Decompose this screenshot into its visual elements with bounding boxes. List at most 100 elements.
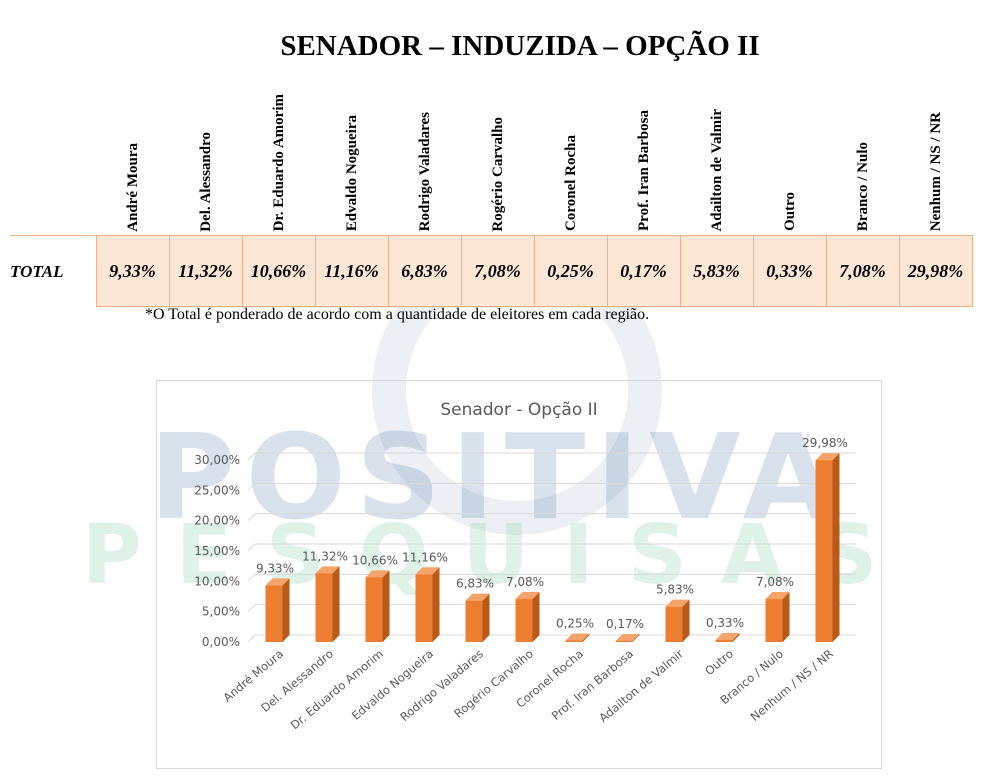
data-label: 11,32% xyxy=(302,549,348,563)
bar-top xyxy=(315,566,340,574)
column-header-label: Branco / Nulo xyxy=(854,142,871,232)
bar xyxy=(715,632,740,642)
table-cell-value: 0,33% xyxy=(752,235,827,308)
y-tick-label: 15,00% xyxy=(194,544,240,558)
bar-side xyxy=(432,567,440,642)
column-header-label: Edvaldo Nogueira xyxy=(343,115,360,232)
gridline-depth xyxy=(247,452,256,461)
gridline-depth xyxy=(247,513,256,522)
table-column-header: Outro xyxy=(753,92,826,236)
table-cell-value: 7,08% xyxy=(460,235,535,308)
data-label: 7,08% xyxy=(506,575,544,589)
column-header-label: Del. Alessandro xyxy=(197,131,214,232)
column-header-label: Rogério Carvalho xyxy=(489,116,506,232)
table-header-row: André Moura Del. Alessandro Dr. Eduardo … xyxy=(10,92,972,236)
bar-side xyxy=(482,593,490,642)
bar xyxy=(565,633,590,642)
bar-front xyxy=(765,599,783,642)
table-column-header: Nenhum / NS / NR xyxy=(899,92,972,236)
bar-side xyxy=(832,453,840,642)
table-row-total: TOTAL 9,33% 11,32% 10,66% 11,16% 6,83% 7… xyxy=(10,235,973,308)
x-tick-label: Dr. Eduardo Amorim xyxy=(288,647,386,733)
table-cell-value: 5,83% xyxy=(679,235,754,308)
column-header-label: Nenhum / NS / NR xyxy=(927,112,944,232)
x-tick-label: Rodrigo Valadares xyxy=(397,647,486,725)
bar-front xyxy=(815,460,833,642)
bar-front xyxy=(465,600,483,642)
data-label: 9,33% xyxy=(256,561,294,575)
bar xyxy=(615,633,640,642)
y-tick-label: 5,00% xyxy=(202,605,240,619)
chart-gridlines xyxy=(247,452,856,643)
bar-top xyxy=(365,570,390,578)
x-tick-label: Outro xyxy=(702,647,736,679)
bar-front xyxy=(415,574,433,642)
chart-frame xyxy=(156,380,882,769)
data-label: 0,25% xyxy=(556,616,594,630)
bar xyxy=(465,593,490,642)
table-cell-value: 11,16% xyxy=(314,235,389,308)
x-tick-label: Adailton de Valmir xyxy=(596,646,686,725)
results-table: André Moura Del. Alessandro Dr. Eduardo … xyxy=(10,92,973,308)
table-column-header: Dr. Eduardo Amorim xyxy=(242,92,315,236)
table-column-header: Prof. Iran Barbosa xyxy=(607,92,680,236)
bar-top xyxy=(615,633,640,641)
bar-top xyxy=(265,578,290,586)
data-label: 7,08% xyxy=(756,575,794,589)
table-column-header: Adailton de Valmir xyxy=(680,92,753,236)
bar-front xyxy=(315,573,333,642)
gridline-depth xyxy=(247,634,256,643)
bar-front xyxy=(365,577,383,642)
table-column-header: Branco / Nulo xyxy=(826,92,899,236)
chart-y-axis: 0,00% 5,00% 10,00% 15,00% 20,00% 25,00% 30,00% xyxy=(194,453,240,649)
bar-side xyxy=(532,592,540,642)
bar-top xyxy=(815,453,840,461)
bar-front xyxy=(265,585,283,642)
column-header-label: Adailton de Valmir xyxy=(708,108,725,232)
table-cell-value: 10,66% xyxy=(241,235,316,308)
bar-top xyxy=(415,567,440,575)
table-column-header: Del. Alessandro xyxy=(169,92,242,236)
gridline-depth xyxy=(247,604,256,613)
data-label: 0,17% xyxy=(606,617,644,631)
table-cell-value: 11,32% xyxy=(168,235,243,308)
x-tick-label: Nenhum / NS / NR xyxy=(748,647,836,724)
chart-bars xyxy=(265,453,840,642)
bar-top xyxy=(765,592,790,600)
gridline-depth xyxy=(247,573,256,582)
bar xyxy=(315,566,340,642)
row-label-total: TOTAL xyxy=(10,235,97,307)
bar-top xyxy=(565,633,590,641)
bar xyxy=(365,570,390,642)
data-label: 6,83% xyxy=(456,577,494,591)
table-cell-value: 29,98% xyxy=(898,235,973,308)
table-cell-value: 0,25% xyxy=(533,235,608,308)
bar-side xyxy=(632,633,640,642)
column-header-label: Dr. Eduardo Amorim xyxy=(270,94,287,232)
gridline-depth xyxy=(247,543,256,552)
bar-top xyxy=(515,592,540,600)
chart-data-labels: 9,33% 11,32% 10,66% 11,16% 6,83% 7,08% 0,25% 0,… xyxy=(256,436,848,631)
bar xyxy=(515,592,540,642)
bar-side xyxy=(732,632,740,642)
bar-side xyxy=(382,570,390,642)
table-column-header: Edvaldo Nogueira xyxy=(315,92,388,236)
table-cell-value: 7,08% xyxy=(825,235,900,308)
bar xyxy=(765,592,790,642)
column-header-label: Outro xyxy=(781,192,798,232)
table-column-header: Rogério Carvalho xyxy=(461,92,534,236)
data-label: 5,83% xyxy=(656,583,694,597)
data-label: 29,98% xyxy=(802,436,848,450)
bar-side xyxy=(682,599,690,642)
column-header-label: Rodrigo Valadares xyxy=(416,112,433,232)
bar-side xyxy=(282,578,290,642)
bar-side xyxy=(582,633,590,642)
bar xyxy=(415,567,440,642)
table-cell-value: 0,17% xyxy=(606,235,681,308)
column-header-label: André Moura xyxy=(124,142,141,232)
y-tick-label: 30,00% xyxy=(194,453,240,467)
bar-front xyxy=(715,639,733,642)
table-column-header: Rodrigo Valadares xyxy=(388,92,461,236)
bar-top xyxy=(665,599,690,607)
